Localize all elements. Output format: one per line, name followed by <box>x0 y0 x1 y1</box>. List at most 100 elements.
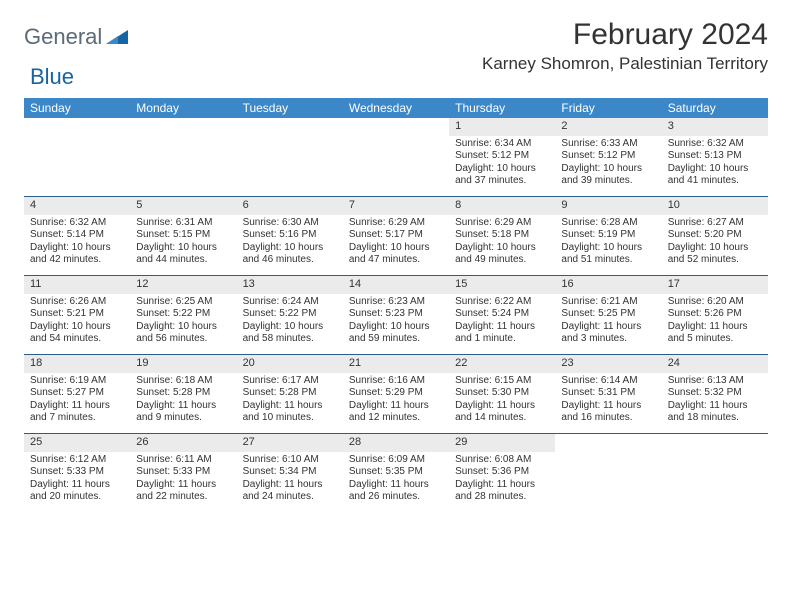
daylight1-text: Daylight: 10 hours <box>561 242 655 255</box>
day-cell: 4Sunrise: 6:32 AMSunset: 5:14 PMDaylight… <box>24 197 130 275</box>
day-number: 1 <box>449 118 555 136</box>
day-body: Sunrise: 6:32 AMSunset: 5:14 PMDaylight:… <box>24 215 130 271</box>
daylight2-text: and 58 minutes. <box>243 333 337 346</box>
sunset-text: Sunset: 5:15 PM <box>136 229 230 242</box>
logo: General <box>24 18 132 50</box>
daylight2-text: and 9 minutes. <box>136 412 230 425</box>
sunset-text: Sunset: 5:36 PM <box>455 466 549 479</box>
sunset-text: Sunset: 5:18 PM <box>455 229 549 242</box>
day-body: Sunrise: 6:30 AMSunset: 5:16 PMDaylight:… <box>237 215 343 271</box>
day-cell: 5Sunrise: 6:31 AMSunset: 5:15 PMDaylight… <box>130 197 236 275</box>
day-body: Sunrise: 6:16 AMSunset: 5:29 PMDaylight:… <box>343 373 449 429</box>
day-body: Sunrise: 6:22 AMSunset: 5:24 PMDaylight:… <box>449 294 555 350</box>
sunrise-text: Sunrise: 6:12 AM <box>30 454 124 467</box>
sunrise-text: Sunrise: 6:23 AM <box>349 296 443 309</box>
day-number: 14 <box>343 276 449 294</box>
daylight2-text: and 59 minutes. <box>349 333 443 346</box>
sunrise-text: Sunrise: 6:32 AM <box>30 217 124 230</box>
weeks-container: 1Sunrise: 6:34 AMSunset: 5:12 PMDaylight… <box>24 118 768 512</box>
sunset-text: Sunset: 5:30 PM <box>455 387 549 400</box>
sunrise-text: Sunrise: 6:10 AM <box>243 454 337 467</box>
day-cell: 11Sunrise: 6:26 AMSunset: 5:21 PMDayligh… <box>24 276 130 354</box>
sunset-text: Sunset: 5:28 PM <box>243 387 337 400</box>
sunset-text: Sunset: 5:25 PM <box>561 308 655 321</box>
daylight2-text: and 1 minute. <box>455 333 549 346</box>
day-number <box>24 118 130 136</box>
day-number: 15 <box>449 276 555 294</box>
day-cell <box>662 434 768 512</box>
day-header-row: SundayMondayTuesdayWednesdayThursdayFrid… <box>24 98 768 118</box>
day-number <box>130 118 236 136</box>
sunset-text: Sunset: 5:12 PM <box>561 150 655 163</box>
sunset-text: Sunset: 5:20 PM <box>668 229 762 242</box>
daylight2-text: and 47 minutes. <box>349 254 443 267</box>
day-header: Friday <box>555 98 661 118</box>
daylight1-text: Daylight: 10 hours <box>243 242 337 255</box>
daylight1-text: Daylight: 11 hours <box>561 400 655 413</box>
day-cell: 15Sunrise: 6:22 AMSunset: 5:24 PMDayligh… <box>449 276 555 354</box>
day-body: Sunrise: 6:14 AMSunset: 5:31 PMDaylight:… <box>555 373 661 429</box>
daylight2-text: and 20 minutes. <box>30 491 124 504</box>
sunrise-text: Sunrise: 6:21 AM <box>561 296 655 309</box>
sunrise-text: Sunrise: 6:13 AM <box>668 375 762 388</box>
day-number <box>555 434 661 452</box>
sunrise-text: Sunrise: 6:29 AM <box>455 217 549 230</box>
daylight1-text: Daylight: 11 hours <box>561 321 655 334</box>
daylight2-text: and 10 minutes. <box>243 412 337 425</box>
daylight1-text: Daylight: 10 hours <box>668 163 762 176</box>
daylight2-text: and 39 minutes. <box>561 175 655 188</box>
sunrise-text: Sunrise: 6:14 AM <box>561 375 655 388</box>
day-cell: 26Sunrise: 6:11 AMSunset: 5:33 PMDayligh… <box>130 434 236 512</box>
day-cell: 27Sunrise: 6:10 AMSunset: 5:34 PMDayligh… <box>237 434 343 512</box>
sunrise-text: Sunrise: 6:30 AM <box>243 217 337 230</box>
day-body: Sunrise: 6:29 AMSunset: 5:17 PMDaylight:… <box>343 215 449 271</box>
sunrise-text: Sunrise: 6:34 AM <box>455 138 549 151</box>
sunrise-text: Sunrise: 6:33 AM <box>561 138 655 151</box>
day-cell: 20Sunrise: 6:17 AMSunset: 5:28 PMDayligh… <box>237 355 343 433</box>
daylight1-text: Daylight: 10 hours <box>668 242 762 255</box>
logo-text-general: General <box>24 24 102 50</box>
daylight1-text: Daylight: 11 hours <box>30 479 124 492</box>
day-cell: 3Sunrise: 6:32 AMSunset: 5:13 PMDaylight… <box>662 118 768 196</box>
day-header: Saturday <box>662 98 768 118</box>
day-cell: 16Sunrise: 6:21 AMSunset: 5:25 PMDayligh… <box>555 276 661 354</box>
day-number: 11 <box>24 276 130 294</box>
sunrise-text: Sunrise: 6:20 AM <box>668 296 762 309</box>
day-cell: 14Sunrise: 6:23 AMSunset: 5:23 PMDayligh… <box>343 276 449 354</box>
daylight1-text: Daylight: 11 hours <box>136 400 230 413</box>
day-number: 9 <box>555 197 661 215</box>
day-body: Sunrise: 6:21 AMSunset: 5:25 PMDaylight:… <box>555 294 661 350</box>
day-cell: 25Sunrise: 6:12 AMSunset: 5:33 PMDayligh… <box>24 434 130 512</box>
sunset-text: Sunset: 5:19 PM <box>561 229 655 242</box>
day-header: Wednesday <box>343 98 449 118</box>
day-number: 5 <box>130 197 236 215</box>
sunrise-text: Sunrise: 6:26 AM <box>30 296 124 309</box>
sunset-text: Sunset: 5:22 PM <box>243 308 337 321</box>
day-cell: 22Sunrise: 6:15 AMSunset: 5:30 PMDayligh… <box>449 355 555 433</box>
day-number: 26 <box>130 434 236 452</box>
daylight1-text: Daylight: 10 hours <box>30 242 124 255</box>
day-number: 22 <box>449 355 555 373</box>
sunrise-text: Sunrise: 6:09 AM <box>349 454 443 467</box>
day-number: 19 <box>130 355 236 373</box>
logo-text-blue: Blue <box>30 64 74 90</box>
day-header: Monday <box>130 98 236 118</box>
day-number: 24 <box>662 355 768 373</box>
day-cell: 9Sunrise: 6:28 AMSunset: 5:19 PMDaylight… <box>555 197 661 275</box>
day-header: Thursday <box>449 98 555 118</box>
daylight2-text: and 28 minutes. <box>455 491 549 504</box>
day-number: 21 <box>343 355 449 373</box>
sunset-text: Sunset: 5:13 PM <box>668 150 762 163</box>
day-number <box>662 434 768 452</box>
daylight1-text: Daylight: 11 hours <box>243 479 337 492</box>
day-cell <box>24 118 130 196</box>
daylight2-text: and 42 minutes. <box>30 254 124 267</box>
daylight2-text: and 44 minutes. <box>136 254 230 267</box>
location-label: Karney Shomron, Palestinian Territory <box>482 54 768 74</box>
day-body: Sunrise: 6:34 AMSunset: 5:12 PMDaylight:… <box>449 136 555 192</box>
day-header: Sunday <box>24 98 130 118</box>
daylight2-text: and 49 minutes. <box>455 254 549 267</box>
sunset-text: Sunset: 5:24 PM <box>455 308 549 321</box>
sunset-text: Sunset: 5:31 PM <box>561 387 655 400</box>
sunrise-text: Sunrise: 6:24 AM <box>243 296 337 309</box>
